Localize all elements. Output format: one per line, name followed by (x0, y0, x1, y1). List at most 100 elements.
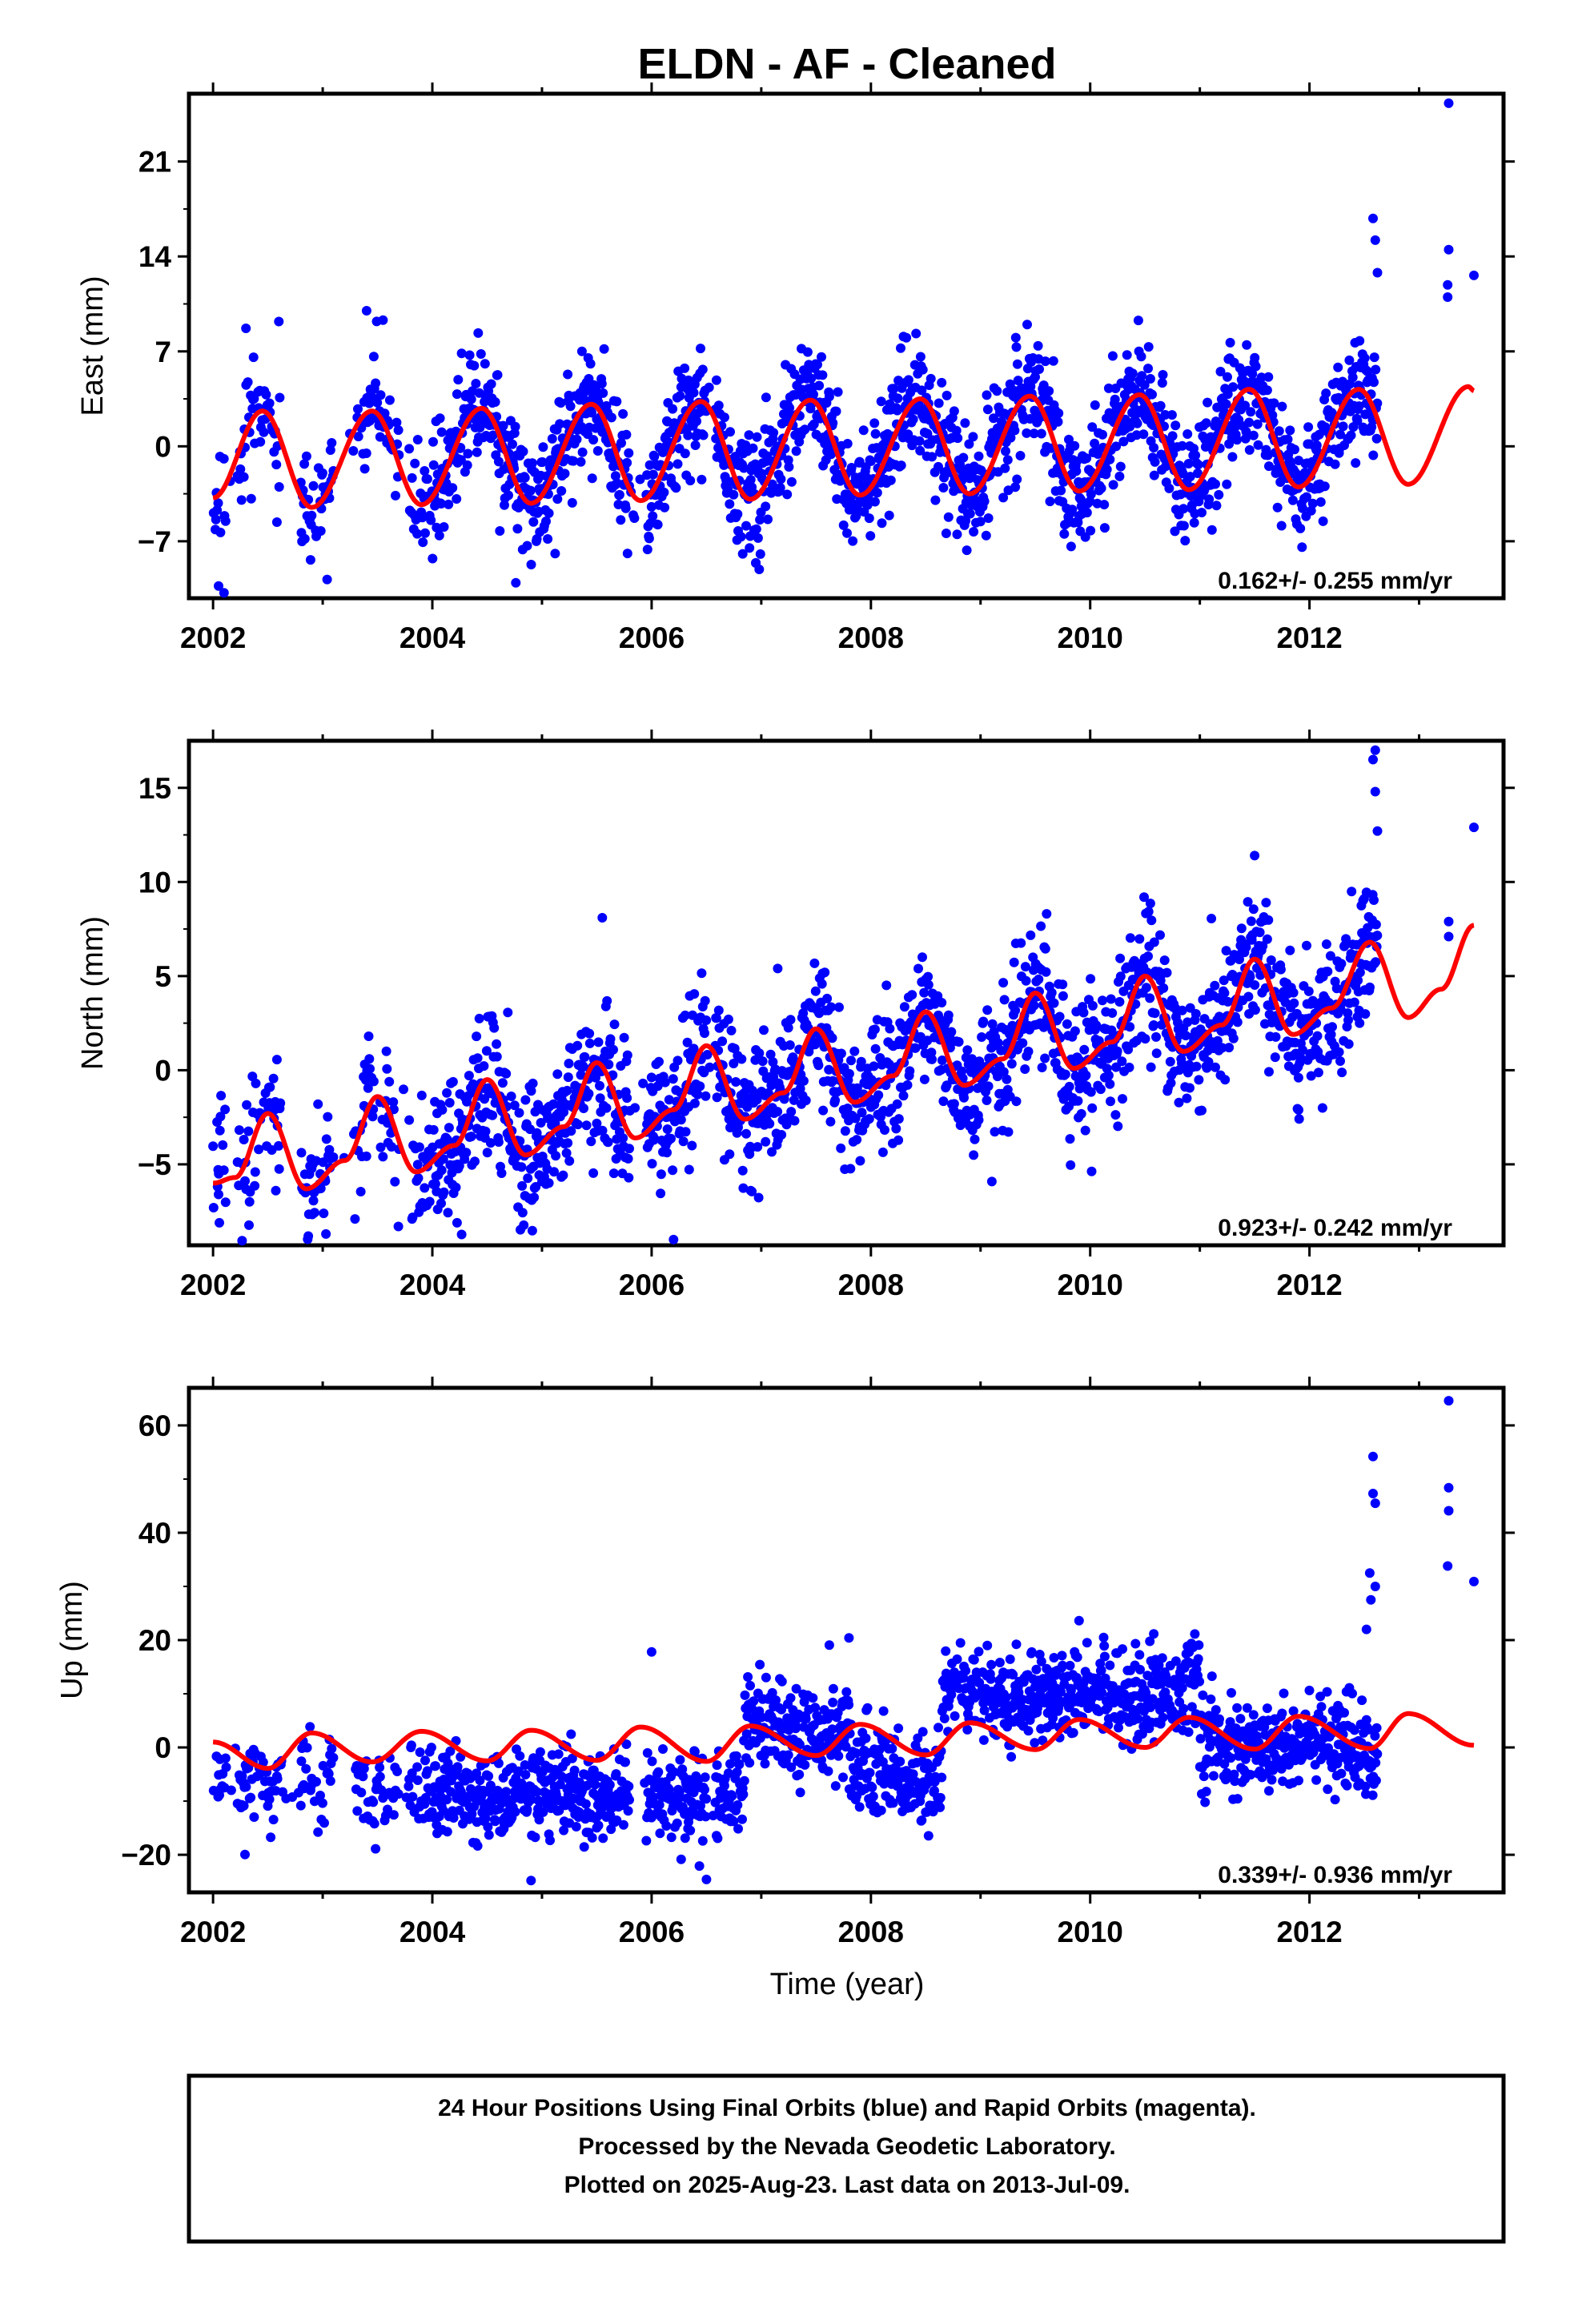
data-point (937, 1772, 947, 1783)
data-point (748, 443, 758, 453)
data-point (1313, 1068, 1323, 1078)
data-point (878, 1706, 889, 1716)
data-point (689, 1098, 700, 1108)
data-point (303, 1231, 314, 1241)
data-point (893, 1723, 904, 1734)
data-point (745, 1680, 755, 1691)
data-point (240, 1849, 250, 1860)
data-point (913, 963, 923, 974)
data-point (1045, 497, 1055, 507)
data-point (790, 390, 801, 400)
data-point (579, 1104, 588, 1113)
data-point (833, 387, 843, 397)
data-point (595, 1080, 604, 1091)
data-point (580, 1799, 591, 1809)
data-point (1066, 1160, 1076, 1170)
data-point (301, 1763, 311, 1774)
x-tick-label: 2012 (1276, 1269, 1342, 1301)
data-point (420, 466, 430, 476)
data-point (1151, 1048, 1162, 1059)
data-point (422, 474, 432, 485)
data-point (506, 1092, 516, 1101)
data-point (586, 1136, 596, 1147)
data-point (493, 1137, 504, 1147)
x-tick-label: 2006 (619, 621, 685, 654)
data-point (1193, 460, 1203, 470)
data-point (511, 577, 521, 588)
data-point (1105, 1079, 1115, 1089)
data-point (1044, 386, 1054, 396)
data-point (1203, 397, 1213, 408)
data-point (535, 1747, 545, 1757)
data-point (868, 1791, 878, 1802)
data-point (753, 1142, 763, 1152)
data-point (1150, 1008, 1160, 1019)
data-point (584, 1088, 594, 1099)
data-point (1250, 352, 1260, 363)
data-point (1285, 425, 1295, 436)
data-point (1370, 235, 1380, 245)
data-point (713, 1833, 723, 1844)
data-point (877, 1147, 888, 1157)
data-point (361, 306, 371, 316)
data-point (406, 1740, 416, 1751)
data-point (999, 995, 1010, 1005)
data-point (1114, 471, 1125, 481)
data-point (876, 396, 886, 407)
data-point (576, 456, 586, 467)
y-tick-label: 0 (155, 430, 171, 463)
data-point (1147, 389, 1157, 400)
data-point (887, 1743, 897, 1754)
data-point (384, 395, 395, 405)
data-point (1255, 927, 1265, 938)
data-point (692, 416, 701, 426)
data-point (251, 1078, 261, 1088)
data-point (1371, 364, 1381, 375)
data-point (581, 1120, 592, 1131)
data-point (529, 1192, 540, 1203)
data-point (1207, 525, 1217, 535)
data-point (311, 1776, 321, 1787)
data-point (1006, 1059, 1017, 1069)
data-point (1443, 98, 1454, 108)
data-point (695, 1081, 705, 1092)
data-point (510, 421, 520, 432)
data-point (1347, 372, 1358, 383)
data-point (413, 1173, 424, 1184)
data-point (1321, 939, 1331, 949)
data-point (461, 1148, 472, 1158)
data-point (1000, 463, 1010, 473)
data-point (1443, 931, 1454, 942)
data-point (1080, 1125, 1090, 1136)
data-point (568, 456, 579, 466)
data-point (1317, 1103, 1327, 1113)
data-point (369, 1819, 379, 1829)
data-point (1211, 479, 1220, 489)
data-point (873, 1090, 884, 1100)
data-point (424, 1196, 435, 1207)
data-point (852, 1135, 862, 1145)
data-point (841, 1687, 852, 1697)
data-point (684, 1164, 694, 1175)
data-point (259, 427, 269, 437)
data-point (1220, 1075, 1231, 1085)
data-point (517, 1208, 528, 1218)
data-point (608, 1168, 619, 1179)
data-point (824, 1640, 834, 1651)
data-point (375, 390, 386, 400)
data-point (359, 464, 370, 474)
data-point (1118, 1094, 1127, 1104)
data-point (1074, 1615, 1084, 1626)
data-point (1368, 213, 1378, 223)
data-point (1214, 489, 1224, 500)
data-point (295, 1800, 306, 1811)
north-y-axis-label: North (mm) (76, 916, 110, 1070)
data-point (442, 1088, 452, 1098)
data-point (1151, 1031, 1161, 1042)
data-point (662, 1124, 673, 1134)
data-point (838, 1772, 848, 1783)
data-point (867, 1782, 877, 1792)
data-point (315, 526, 326, 536)
data-point (436, 1165, 447, 1176)
data-point (301, 451, 311, 461)
